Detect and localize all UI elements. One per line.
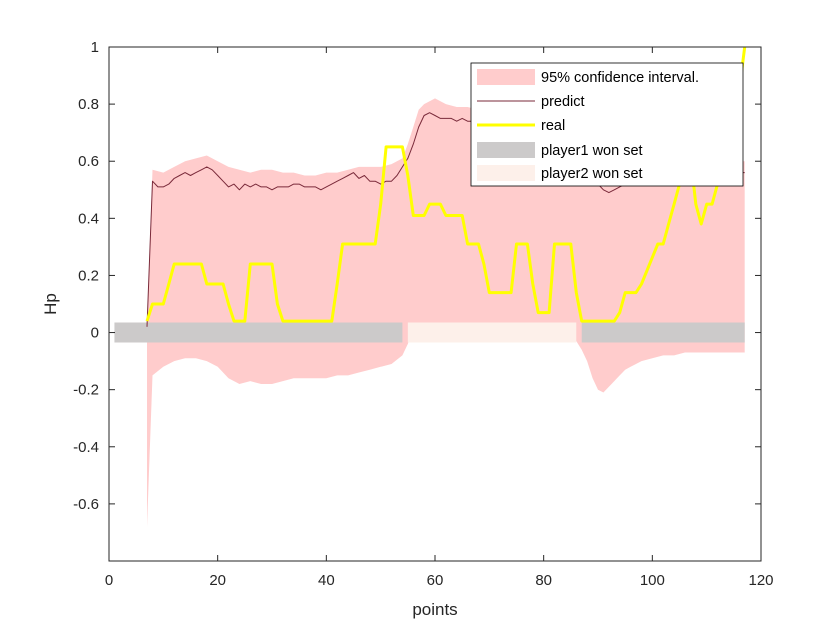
x-tick-label: 120 [748,572,773,589]
y-tick-label: -0.2 [73,382,99,399]
y-tick-label: -0.4 [73,439,99,456]
x-tick-label: 40 [318,572,335,589]
y-axis-label: Hp [41,293,60,315]
legend-label-player2: player2 won set [541,166,643,182]
legend-label-player1: player1 won set [541,143,643,159]
y-tick-label: 1 [91,39,99,56]
legend-label-real: real [541,118,565,134]
y-tick-label: 0.2 [78,267,99,284]
legend-swatch-player2 [477,165,535,181]
ticks-layer: 0 20 40 60 80 100 120 1 0.8 0.6 0.4 0.2 0 -0.2 -0.4 -0.… [73,39,773,589]
x-tick-label: 20 [209,572,226,589]
x-axis-label: points [412,600,457,619]
y-tick-label: 0.8 [78,96,99,113]
y-tick-label: -0.6 [73,496,99,513]
y-tick-label: 0.6 [78,153,99,170]
confidence-band [147,98,745,527]
data-layer [114,47,747,527]
legend-swatch-confidence [477,69,535,85]
legend: 95% confidence interval. predict real pl… [470,62,744,187]
legend-swatch-player1 [477,142,535,158]
x-tick-label: 60 [427,572,444,589]
y-tick-label: 0.4 [78,210,99,227]
x-tick-label: 100 [640,572,665,589]
legend-label-predict: predict [541,94,585,110]
x-tick-label: 0 [105,572,113,589]
legend-label-confidence: 95% confidence interval. [541,70,699,86]
y-tick-label: 0 [91,325,99,342]
x-tick-label: 80 [535,572,552,589]
